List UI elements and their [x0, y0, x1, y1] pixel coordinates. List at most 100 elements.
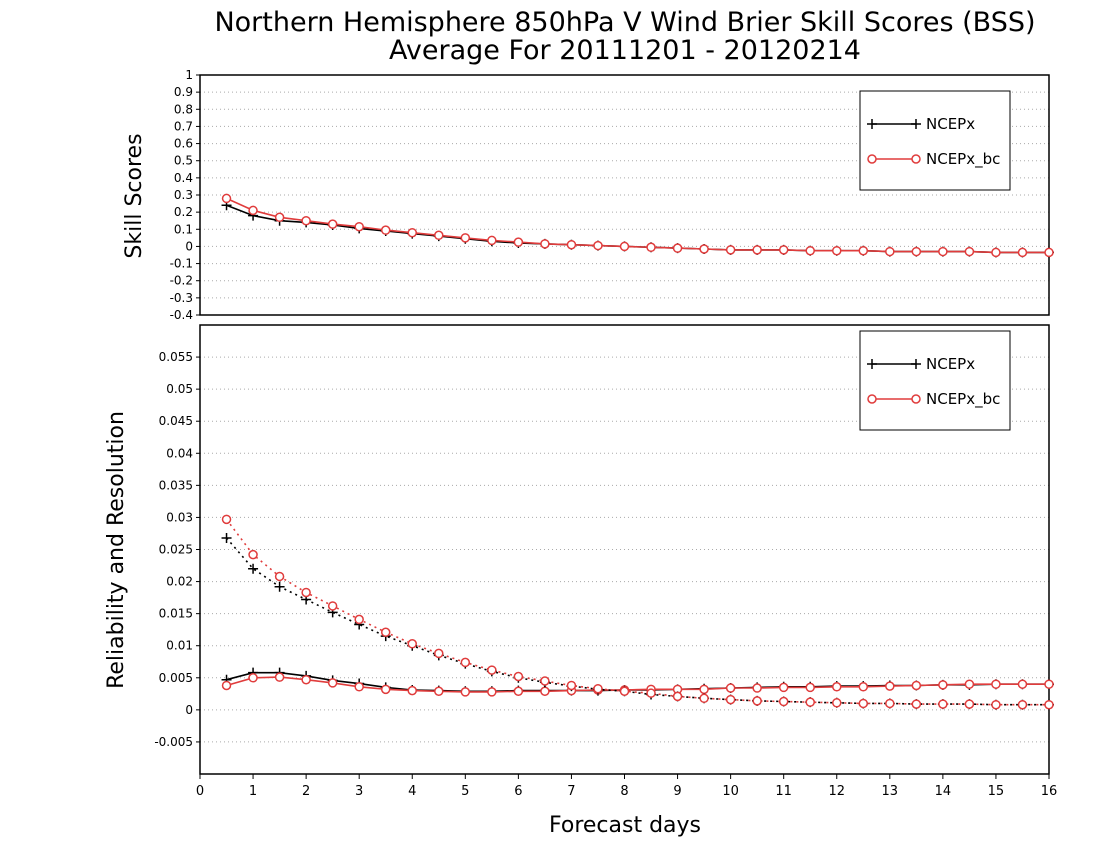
chart-subtitle: Average For 20111201 - 20120214 [389, 35, 861, 66]
data-point [407, 639, 417, 649]
data-point [513, 237, 524, 247]
data-point [434, 648, 444, 659]
data-point [964, 679, 975, 689]
y-tick-label: 0 [185, 703, 193, 717]
data-point [832, 245, 842, 256]
data-point [327, 601, 338, 611]
data-point [354, 614, 364, 625]
data-point [274, 581, 285, 592]
data-point [885, 681, 895, 691]
y-tick-label: 0.7 [174, 119, 193, 133]
data-point [672, 243, 683, 253]
legend-marker [867, 394, 877, 404]
data-point [725, 694, 736, 705]
reliability-resolution-panel: -0.005 0 0.005 0.01 0.015 0.02 0.025 0.03 0.035 0… [104, 324, 1058, 838]
data-point [725, 683, 736, 693]
data-point [964, 699, 975, 709]
y-tick-label: 0.3 [174, 188, 193, 202]
legend-marker [867, 359, 877, 369]
data-point [699, 693, 709, 704]
skill-score-panel: -0.4 -0.3 -0.2 -0.1 0 0.1 0.2 0.3 0.4 0.5 0.6 0.7 0.… [122, 68, 1054, 322]
y-tick-label: 0.035 [159, 478, 193, 492]
series-line [226, 676, 1049, 693]
x-tick-label: 0 [196, 784, 204, 799]
data-point [752, 696, 762, 706]
data-point [991, 699, 1001, 710]
data-point [699, 684, 709, 695]
bottom-y-ticks: -0.005 0 0.005 0.01 0.015 0.02 0.025 0.03 0.035 0… [154, 350, 200, 749]
top-gridlines [200, 74, 1049, 316]
data-point [832, 682, 842, 692]
top-y-ticks: -0.4 -0.3 -0.2 -0.1 0 0.1 0.2 0.3 0.4 0.5 0.6 0.7 0.… [170, 68, 200, 322]
data-point [460, 687, 471, 697]
y-tick-label: 0.02 [166, 575, 193, 589]
x-tick-label: 16 [1041, 784, 1058, 799]
data-point [805, 697, 815, 707]
x-tick-label: 9 [673, 784, 681, 799]
data-point [911, 680, 922, 691]
data-point [566, 680, 577, 691]
bottom-legend-box [859, 330, 1011, 431]
data-point [1044, 699, 1054, 710]
y-tick-label: -0.1 [170, 257, 193, 271]
data-point [221, 514, 232, 525]
data-point [274, 212, 285, 223]
data-point [540, 239, 550, 249]
series-line [225, 537, 1049, 706]
y-tick-label: 0.01 [166, 639, 193, 653]
data-point [566, 239, 577, 250]
data-point [832, 698, 842, 708]
bottom-series [221, 514, 1054, 710]
legend-marker [911, 119, 921, 129]
data-point [858, 698, 869, 709]
data-point [885, 698, 895, 709]
data-point [434, 230, 444, 241]
data-point [301, 215, 311, 226]
series-line [226, 197, 1049, 254]
data-point [327, 219, 338, 229]
data-point [911, 699, 922, 709]
series-line [226, 204, 1049, 254]
chart-title: Northern Hemisphere 850hPa V Wind Brier … [214, 7, 1035, 38]
data-point [513, 671, 524, 682]
data-point [752, 245, 762, 255]
data-point [407, 227, 417, 238]
y-tick-label: 0.005 [159, 671, 193, 685]
data-point [672, 691, 683, 702]
data-point [380, 225, 391, 235]
data-point [778, 245, 789, 255]
x-tick-label: 6 [514, 784, 522, 799]
data-point [964, 246, 975, 257]
y-tick-label: 0.05 [166, 382, 193, 396]
bottom-gridlines [200, 356, 1049, 743]
top-series [221, 193, 1054, 258]
data-point [725, 245, 736, 255]
data-point [778, 696, 789, 707]
data-point [699, 244, 709, 254]
x-tick-label: 2 [302, 784, 310, 799]
y-tick-label: 0.04 [166, 446, 193, 460]
data-point [646, 688, 656, 698]
y-tick-label: 0.6 [174, 137, 193, 151]
data-point [911, 246, 922, 257]
data-point [1044, 679, 1054, 689]
data-point [221, 193, 232, 204]
data-point [248, 205, 258, 216]
data-point [354, 682, 364, 692]
data-point [354, 221, 364, 232]
data-point [487, 665, 497, 675]
bottom-legend: NCEPx NCEPx_bc [859, 330, 1011, 431]
y-tick-label: 0.055 [159, 350, 193, 364]
y-tick-label: 0.045 [159, 414, 193, 428]
data-point [460, 233, 471, 243]
data-point [327, 678, 338, 688]
data-point [513, 686, 524, 697]
series-line [226, 671, 1049, 693]
data-point [460, 657, 471, 668]
data-point [407, 685, 417, 696]
x-tick-label: 7 [567, 784, 575, 799]
data-point [248, 673, 258, 683]
data-point [248, 563, 259, 574]
legend-marker [867, 119, 877, 129]
legend-marker [911, 154, 921, 164]
